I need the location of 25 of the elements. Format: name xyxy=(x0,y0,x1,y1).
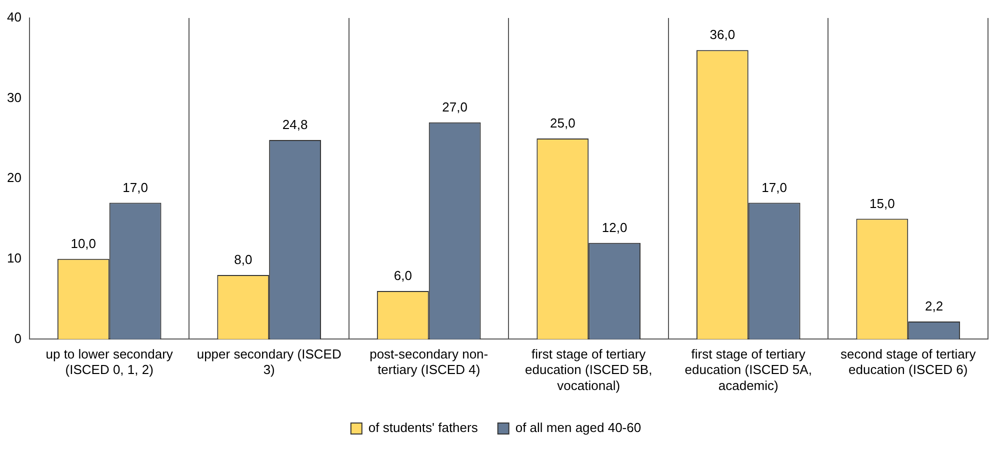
x-tick-label: first stage of tertiary education (ISCED 5B, vocational) xyxy=(525,346,652,393)
x-tick-label: second stage of tertiary education (ISCED 6) xyxy=(840,346,976,378)
data-label: 12,0 xyxy=(602,220,628,235)
y-tick-label: 0 xyxy=(14,330,22,346)
y-tick-label: 30 xyxy=(6,90,22,105)
data-label: 10,0 xyxy=(70,236,96,251)
legend-label: of students' fathers xyxy=(368,420,478,436)
y-tick-label: 20 xyxy=(6,170,22,186)
data-label: 2,2 xyxy=(925,298,944,314)
data-label: 6,0 xyxy=(394,268,412,284)
data-label: 24,8 xyxy=(282,117,308,132)
x-tick-label: post-secondary non-tertiary (ISCED 4) xyxy=(370,346,488,378)
data-label: 17,0 xyxy=(762,180,787,195)
y-tick-label: 10 xyxy=(6,250,22,266)
data-label: 25,0 xyxy=(550,116,576,131)
x-tick-label: up to lower secondary (ISCED 0, 1, 2) xyxy=(46,346,174,378)
data-label: 15,0 xyxy=(870,196,895,211)
x-tick-label: first stage of tertiary education (ISCED 5A, academic) xyxy=(684,346,812,393)
x-tick-label: upper secondary (ISCED 3) xyxy=(196,346,342,378)
y-tick-label: 40 xyxy=(6,10,22,25)
data-label: 27,0 xyxy=(442,99,468,114)
data-label: 36,0 xyxy=(710,27,736,42)
legend-label: of all men aged 40-60 xyxy=(515,420,642,436)
data-label: 8,0 xyxy=(234,252,252,268)
data-label: 17,0 xyxy=(122,180,148,195)
